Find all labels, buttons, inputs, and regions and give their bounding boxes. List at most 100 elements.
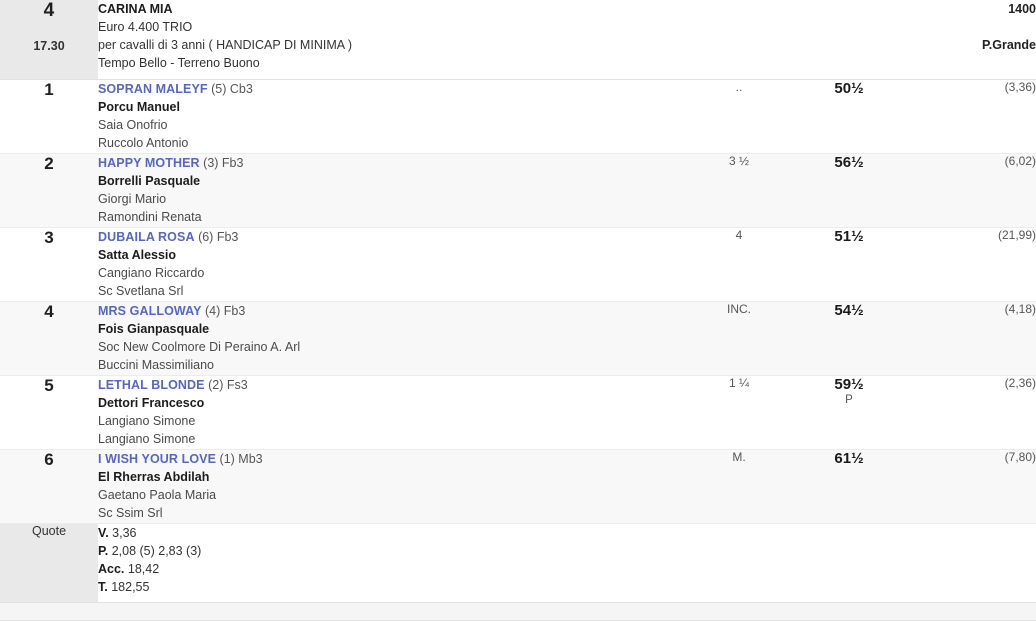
race-weather-ground: Tempo Bello - Terreno Buono: [98, 56, 260, 70]
weight-cell: 54½: [794, 301, 904, 376]
weight-value: 50½: [834, 79, 864, 97]
horse-name-link[interactable]: SOPRAN MALEYF: [98, 81, 208, 96]
horse-name-link[interactable]: HAPPY MOTHER: [98, 155, 200, 170]
horse-name-link[interactable]: LETHAL BLONDE: [98, 377, 205, 392]
table-row: 6 I WISH YOUR LOVE (1) Mb3 El Rherras Ab…: [0, 449, 1036, 524]
owner-name: Langiano Simone: [98, 431, 196, 446]
runner-details: LETHAL BLONDE (2) Fs3 Dettori Francesco …: [98, 375, 684, 450]
odds-value: (7,80): [904, 449, 1036, 524]
weight-cell: 50½: [794, 79, 904, 154]
horse-meta: (4) Fb3: [205, 303, 246, 318]
margin-value: 4: [684, 227, 794, 302]
quote-key: V.: [98, 525, 109, 540]
quote-line: Acc. 18,42: [98, 560, 1036, 578]
odds-value: (2,36): [904, 375, 1036, 450]
race-info-cell: CARINA MIA Euro 4.400 TRIO per cavalli d…: [98, 0, 684, 80]
jockey-name: Fois Gianpasquale: [98, 321, 210, 336]
horse-meta: (6) Fb3: [198, 229, 239, 244]
horse-line: MRS GALLOWAY (4) Fb3: [98, 302, 684, 320]
weight-value: 59½: [834, 375, 864, 393]
quote-details: V. 3,36 P. 2,08 (5) 2,83 (3) Acc. 18,42 …: [98, 523, 1036, 603]
weight-value: 56½: [834, 153, 864, 171]
horse-line: I WISH YOUR LOVE (1) Mb3: [98, 450, 684, 468]
quote-key: P.: [98, 543, 109, 558]
owner-name: Ramondini Renata: [98, 209, 202, 224]
margin-value: ..: [684, 79, 794, 154]
race-time: 17.30: [33, 39, 65, 53]
weight-cell: 59½ P: [794, 375, 904, 450]
table-row: 1 SOPRAN MALEYF (5) Cb3 Porcu Manuel Sai…: [0, 79, 1036, 154]
horse-meta: (1) Mb3: [219, 451, 263, 466]
race-track: P.Grande: [982, 38, 1036, 52]
odds-value: (6,02): [904, 153, 1036, 228]
trainer-name: Soc New Coolmore Di Peraino A. Arl: [98, 339, 301, 354]
quote-line: P. 2,08 (5) 2,83 (3): [98, 542, 1036, 560]
jockey-name: Borrelli Pasquale: [98, 173, 201, 188]
odds-value: (3,36): [904, 79, 1036, 154]
horse-line: LETHAL BLONDE (2) Fs3: [98, 376, 684, 394]
race-results-table: 4 17.30 CARINA MIA Euro 4.400 TRIO per c…: [0, 0, 1036, 603]
margin-value: M.: [684, 449, 794, 524]
horse-meta: (5) Cb3: [211, 81, 253, 96]
finish-position: 1: [0, 79, 98, 154]
weight-cell: 61½: [794, 449, 904, 524]
table-row: 2 HAPPY MOTHER (3) Fb3 Borrelli Pasquale…: [0, 153, 1036, 228]
trainer-name: Saia Onofrio: [98, 117, 168, 132]
race-number-cell: 4 17.30: [0, 0, 98, 80]
jockey-name: Dettori Francesco: [98, 395, 205, 410]
runner-details: SOPRAN MALEYF (5) Cb3 Porcu Manuel Saia …: [98, 79, 684, 154]
weight-cell: 51½: [794, 227, 904, 302]
race-header-row: 4 17.30 CARINA MIA Euro 4.400 TRIO per c…: [0, 0, 1036, 80]
trainer-name: Gaetano Paola Maria: [98, 487, 217, 502]
horse-meta: (2) Fs3: [208, 377, 248, 392]
weight-value: 54½: [834, 301, 864, 319]
quote-label: Quote: [0, 523, 98, 603]
quote-key: T.: [98, 579, 108, 594]
odds-value: (4,18): [904, 301, 1036, 376]
jockey-name: Satta Alessio: [98, 247, 177, 262]
margin-value: INC.: [684, 301, 794, 376]
race-name: CARINA MIA: [98, 2, 173, 16]
finish-position: 2: [0, 153, 98, 228]
table-row: 4 MRS GALLOWAY (4) Fb3 Fois Gianpasquale…: [0, 301, 1036, 376]
trainer-name: Langiano Simone: [98, 413, 196, 428]
race-number: 4: [43, 0, 55, 21]
runner-details: MRS GALLOWAY (4) Fb3 Fois Gianpasquale S…: [98, 301, 684, 376]
runner-details: DUBAILA ROSA (6) Fb3 Satta Alessio Cangi…: [98, 227, 684, 302]
horse-name-link[interactable]: MRS GALLOWAY: [98, 303, 202, 318]
jockey-name: El Rherras Abdilah: [98, 469, 210, 484]
owner-name: Sc Ssim Srl: [98, 505, 163, 520]
horse-line: HAPPY MOTHER (3) Fb3: [98, 154, 684, 172]
race-prize: Euro 4.400 TRIO: [98, 20, 193, 34]
jockey-name: Porcu Manuel: [98, 99, 180, 114]
quote-value: 18,42: [127, 561, 160, 576]
margin-value: 1 ¼: [684, 375, 794, 450]
horse-name-link[interactable]: DUBAILA ROSA: [98, 229, 195, 244]
quote-value: 182,55: [111, 579, 150, 594]
owner-name: Buccini Massimiliano: [98, 357, 215, 372]
race-table-body: 4 17.30 CARINA MIA Euro 4.400 TRIO per c…: [0, 0, 1036, 603]
finish-position: 4: [0, 301, 98, 376]
quote-line: T. 182,55: [98, 578, 1036, 596]
odds-value: (21,99): [904, 227, 1036, 302]
quote-key: Acc.: [98, 561, 125, 576]
margin-value: 3 ½: [684, 153, 794, 228]
race-track-cell: 1400 P.Grande: [684, 0, 1036, 80]
horse-name-link[interactable]: I WISH YOUR LOVE: [98, 451, 217, 466]
weight-value: 51½: [834, 227, 864, 245]
race-distance: 1400: [1008, 2, 1036, 16]
trainer-name: Cangiano Riccardo: [98, 265, 205, 280]
runner-details: I WISH YOUR LOVE (1) Mb3 El Rherras Abdi…: [98, 449, 684, 524]
quote-row: Quote V. 3,36 P. 2,08 (5) 2,83 (3) Acc. …: [0, 523, 1036, 603]
owner-name: Ruccolo Antonio: [98, 135, 189, 150]
runner-details: HAPPY MOTHER (3) Fb3 Borrelli Pasquale G…: [98, 153, 684, 228]
finish-position: 3: [0, 227, 98, 302]
quote-value: 2,08 (5) 2,83 (3): [111, 543, 202, 558]
footer-strip: [0, 602, 1036, 621]
finish-position: 6: [0, 449, 98, 524]
race-conditions: per cavalli di 3 anni ( HANDICAP DI MINI…: [98, 38, 353, 52]
weight-cell: 56½: [794, 153, 904, 228]
quote-value: 3,36: [112, 525, 137, 540]
owner-name: Sc Svetlana Srl: [98, 283, 184, 298]
